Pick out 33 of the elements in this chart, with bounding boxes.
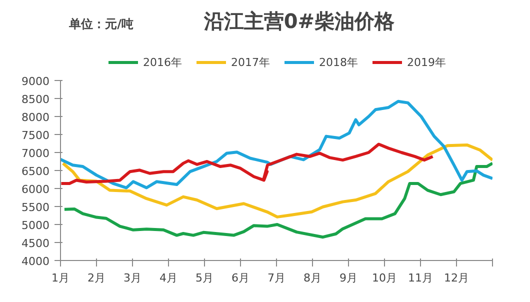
x-tick-label: 5月 bbox=[196, 272, 214, 284]
y-tick-label: 6500 bbox=[22, 165, 50, 178]
legend-label: 2018年 bbox=[319, 54, 358, 70]
x-tick-label: 1月 bbox=[52, 272, 70, 284]
x-tick-label: 11月 bbox=[408, 272, 433, 284]
x-tick-label: 6月 bbox=[232, 272, 250, 284]
chart-title: 沿江主营0#柴油价格 bbox=[202, 9, 396, 34]
x-tick-label: 3月 bbox=[124, 272, 142, 284]
x-tick-label: 2月 bbox=[88, 272, 106, 284]
line-series bbox=[60, 100, 492, 190]
x-tick-label: 12月 bbox=[444, 272, 469, 284]
line-series bbox=[62, 162, 492, 239]
y-tick-label: 6000 bbox=[22, 183, 50, 196]
x-tick-label: 7月 bbox=[268, 272, 286, 284]
y-tick-label: 8500 bbox=[22, 93, 50, 106]
y-tick-label: 4000 bbox=[22, 255, 50, 268]
x-tick-label: 4月 bbox=[160, 272, 178, 284]
y-tick-label: 5500 bbox=[22, 201, 50, 214]
x-tick-label: 10月 bbox=[372, 272, 397, 284]
line-series bbox=[62, 143, 492, 218]
x-tick-label: 8月 bbox=[304, 272, 322, 284]
legend-label: 2016年 bbox=[143, 54, 182, 70]
y-tick-label: 9000 bbox=[22, 75, 50, 88]
y-tick-label: 7500 bbox=[22, 129, 50, 142]
y-tick-label: 7000 bbox=[22, 147, 50, 160]
y-tick-label: 8000 bbox=[22, 111, 50, 124]
x-tick-label: 9月 bbox=[340, 272, 358, 284]
text: 单位：元/吨 bbox=[68, 17, 134, 32]
y-tick-label: 5000 bbox=[22, 219, 50, 232]
y-tick-label: 4500 bbox=[22, 237, 50, 250]
line-series bbox=[60, 142, 434, 185]
legend-label: 2019年 bbox=[407, 54, 446, 70]
legend-label: 2017年 bbox=[231, 54, 270, 70]
